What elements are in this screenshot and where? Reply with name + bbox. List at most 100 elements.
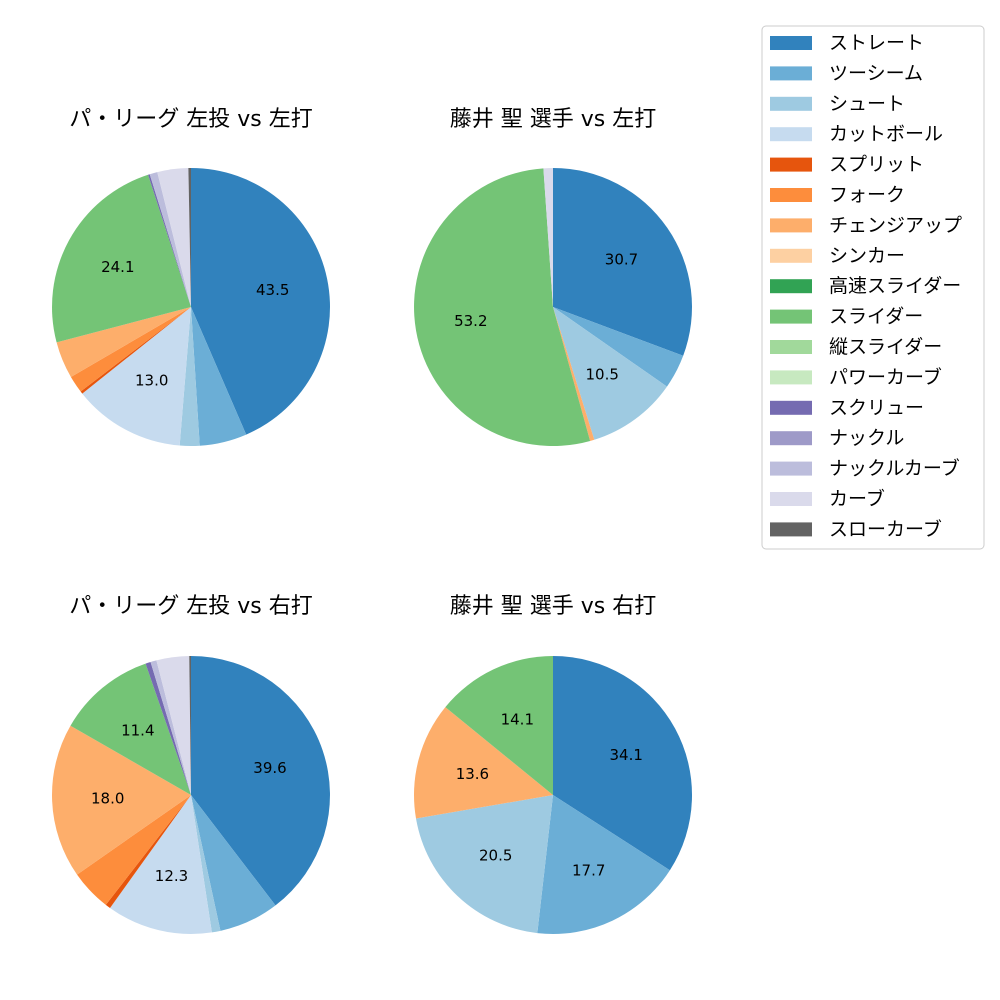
legend-swatch	[770, 370, 812, 385]
legend-label: シンカー	[829, 245, 905, 267]
legend-swatch	[770, 309, 812, 324]
chart-title: 藤井 聖 選手 vs 右打	[450, 594, 656, 619]
pie-slices	[414, 168, 692, 446]
legend-swatch	[770, 400, 812, 415]
pie-slices	[52, 656, 330, 934]
chart-title: 藤井 聖 選手 vs 左打	[450, 107, 656, 132]
pie-slice	[553, 168, 692, 356]
slice-value-label: 12.3	[155, 867, 188, 885]
pie-panel-fujii-vs-left-batter: 藤井 聖 選手 vs 左打 30.7 10.5 53.2	[414, 107, 692, 446]
pie-slice	[445, 656, 553, 795]
legend-label: カーブ	[829, 487, 885, 510]
slice-value-label: 10.5	[585, 365, 618, 383]
slice-value-label: 17.7	[572, 861, 605, 879]
legend-frame	[761, 25, 985, 550]
pie-panel-left-pitcher-vs-left-batter: パ・リーグ 左投 vs 左打 43.5 13.0 24.1	[52, 107, 331, 447]
pie-slice	[553, 307, 667, 440]
legend-swatch	[770, 279, 812, 294]
legend-label: スクリュー	[829, 397, 924, 419]
legend-swatch	[770, 157, 812, 172]
pie-slice	[191, 307, 247, 446]
pie-slice	[149, 172, 191, 307]
legend-label: チェンジアップ	[829, 214, 962, 236]
pie-slice	[414, 707, 553, 819]
pie-slice	[414, 168, 591, 446]
legend-swatch	[770, 36, 812, 50]
pie-labels: 30.7 10.5 53.2	[454, 251, 638, 384]
pie-slices	[414, 656, 693, 934]
pie-slice	[416, 795, 553, 934]
legend-label: ツーシーム	[829, 62, 923, 84]
pie-slice	[553, 656, 693, 871]
legend-swatch	[770, 218, 812, 233]
legend-swatch	[770, 96, 812, 111]
legend-label: シュート	[829, 93, 905, 115]
legend-label: スローカーブ	[829, 517, 942, 540]
slice-value-label: 14.1	[501, 711, 534, 729]
slice-value-label: 18.0	[91, 790, 124, 808]
pie-slice	[553, 307, 595, 441]
legend-label: ストレート	[829, 32, 924, 54]
pie-slice	[77, 795, 191, 905]
pie-slice	[70, 663, 191, 795]
pie-slice	[191, 656, 330, 906]
pie-slice	[179, 307, 200, 447]
slice-value-label: 34.1	[609, 746, 642, 764]
legend-label: カットボール	[829, 123, 943, 145]
pie-slice	[110, 795, 212, 934]
chart-title: パ・リーグ 左投 vs 左打	[69, 107, 312, 132]
legend-label: フォーク	[829, 184, 905, 206]
slice-value-label: 20.5	[479, 847, 512, 865]
pie-slice	[145, 662, 191, 795]
legend-label: パワーカーブ	[829, 365, 942, 388]
slice-value-label: 24.1	[101, 258, 134, 276]
legend-swatch	[770, 492, 812, 506]
legend-label: ナックル	[829, 427, 904, 449]
slice-value-label: 39.6	[253, 759, 286, 777]
pie-slice	[537, 795, 670, 934]
slice-value-label: 30.7	[605, 251, 638, 269]
pie-slice	[191, 795, 276, 931]
pie-slice	[105, 795, 191, 908]
slice-value-label: 13.0	[135, 372, 168, 390]
legend-label: スプリット	[829, 154, 924, 176]
legend-swatch	[770, 461, 812, 476]
legend-swatch	[770, 127, 812, 142]
pie-slice	[156, 656, 191, 795]
pie-slice	[188, 167, 191, 307]
slice-value-label: 13.6	[456, 765, 489, 783]
pie-slice	[191, 168, 331, 435]
pie-slice	[553, 307, 684, 387]
pie-slice	[56, 307, 192, 377]
chart-title: パ・リーグ 左投 vs 右打	[69, 594, 312, 619]
legend-entries: ストレートツーシームシュートカットボールスプリットフォークチェンジアップシンカー…	[770, 32, 962, 540]
slice-value-label: 11.4	[121, 722, 154, 740]
pie-slice	[157, 168, 191, 307]
legend-swatch	[770, 522, 812, 537]
legend-swatch	[770, 188, 812, 202]
pie-labels: 43.5 13.0 24.1	[101, 258, 289, 390]
legend: ストレートツーシームシュートカットボールスプリットフォークチェンジアップシンカー…	[761, 25, 985, 550]
legend-label: スライダー	[829, 306, 923, 328]
legend-label: 縦スライダー	[829, 336, 942, 358]
legend-swatch	[770, 248, 812, 263]
pie-slice	[148, 174, 191, 307]
pie-panel-left-pitcher-vs-right-batter: パ・リーグ 左投 vs 右打 39.6 12.3 18.0 11.4	[52, 594, 330, 934]
pie-slice	[150, 660, 191, 795]
legend-swatch	[770, 431, 812, 446]
legend-swatch	[770, 340, 812, 354]
pie-labels: 39.6 12.3 18.0 11.4	[91, 722, 287, 885]
pie-slice	[189, 656, 191, 795]
pie-labels: 34.1 17.7 20.5 13.6 14.1	[456, 711, 643, 880]
slice-value-label: 53.2	[454, 312, 487, 330]
pie-slice	[82, 307, 191, 446]
pie-panel-fujii-vs-right-batter: 藤井 聖 選手 vs 右打 34.1 17.7 20.5 13.6 14.1	[414, 594, 693, 934]
legend-swatch	[770, 66, 812, 81]
pie-slice	[52, 725, 191, 875]
pie-slice	[543, 168, 553, 307]
pie-slice	[70, 307, 191, 392]
pie-slice	[191, 795, 221, 933]
pie-slices	[52, 167, 331, 447]
pie-slice	[52, 174, 191, 343]
